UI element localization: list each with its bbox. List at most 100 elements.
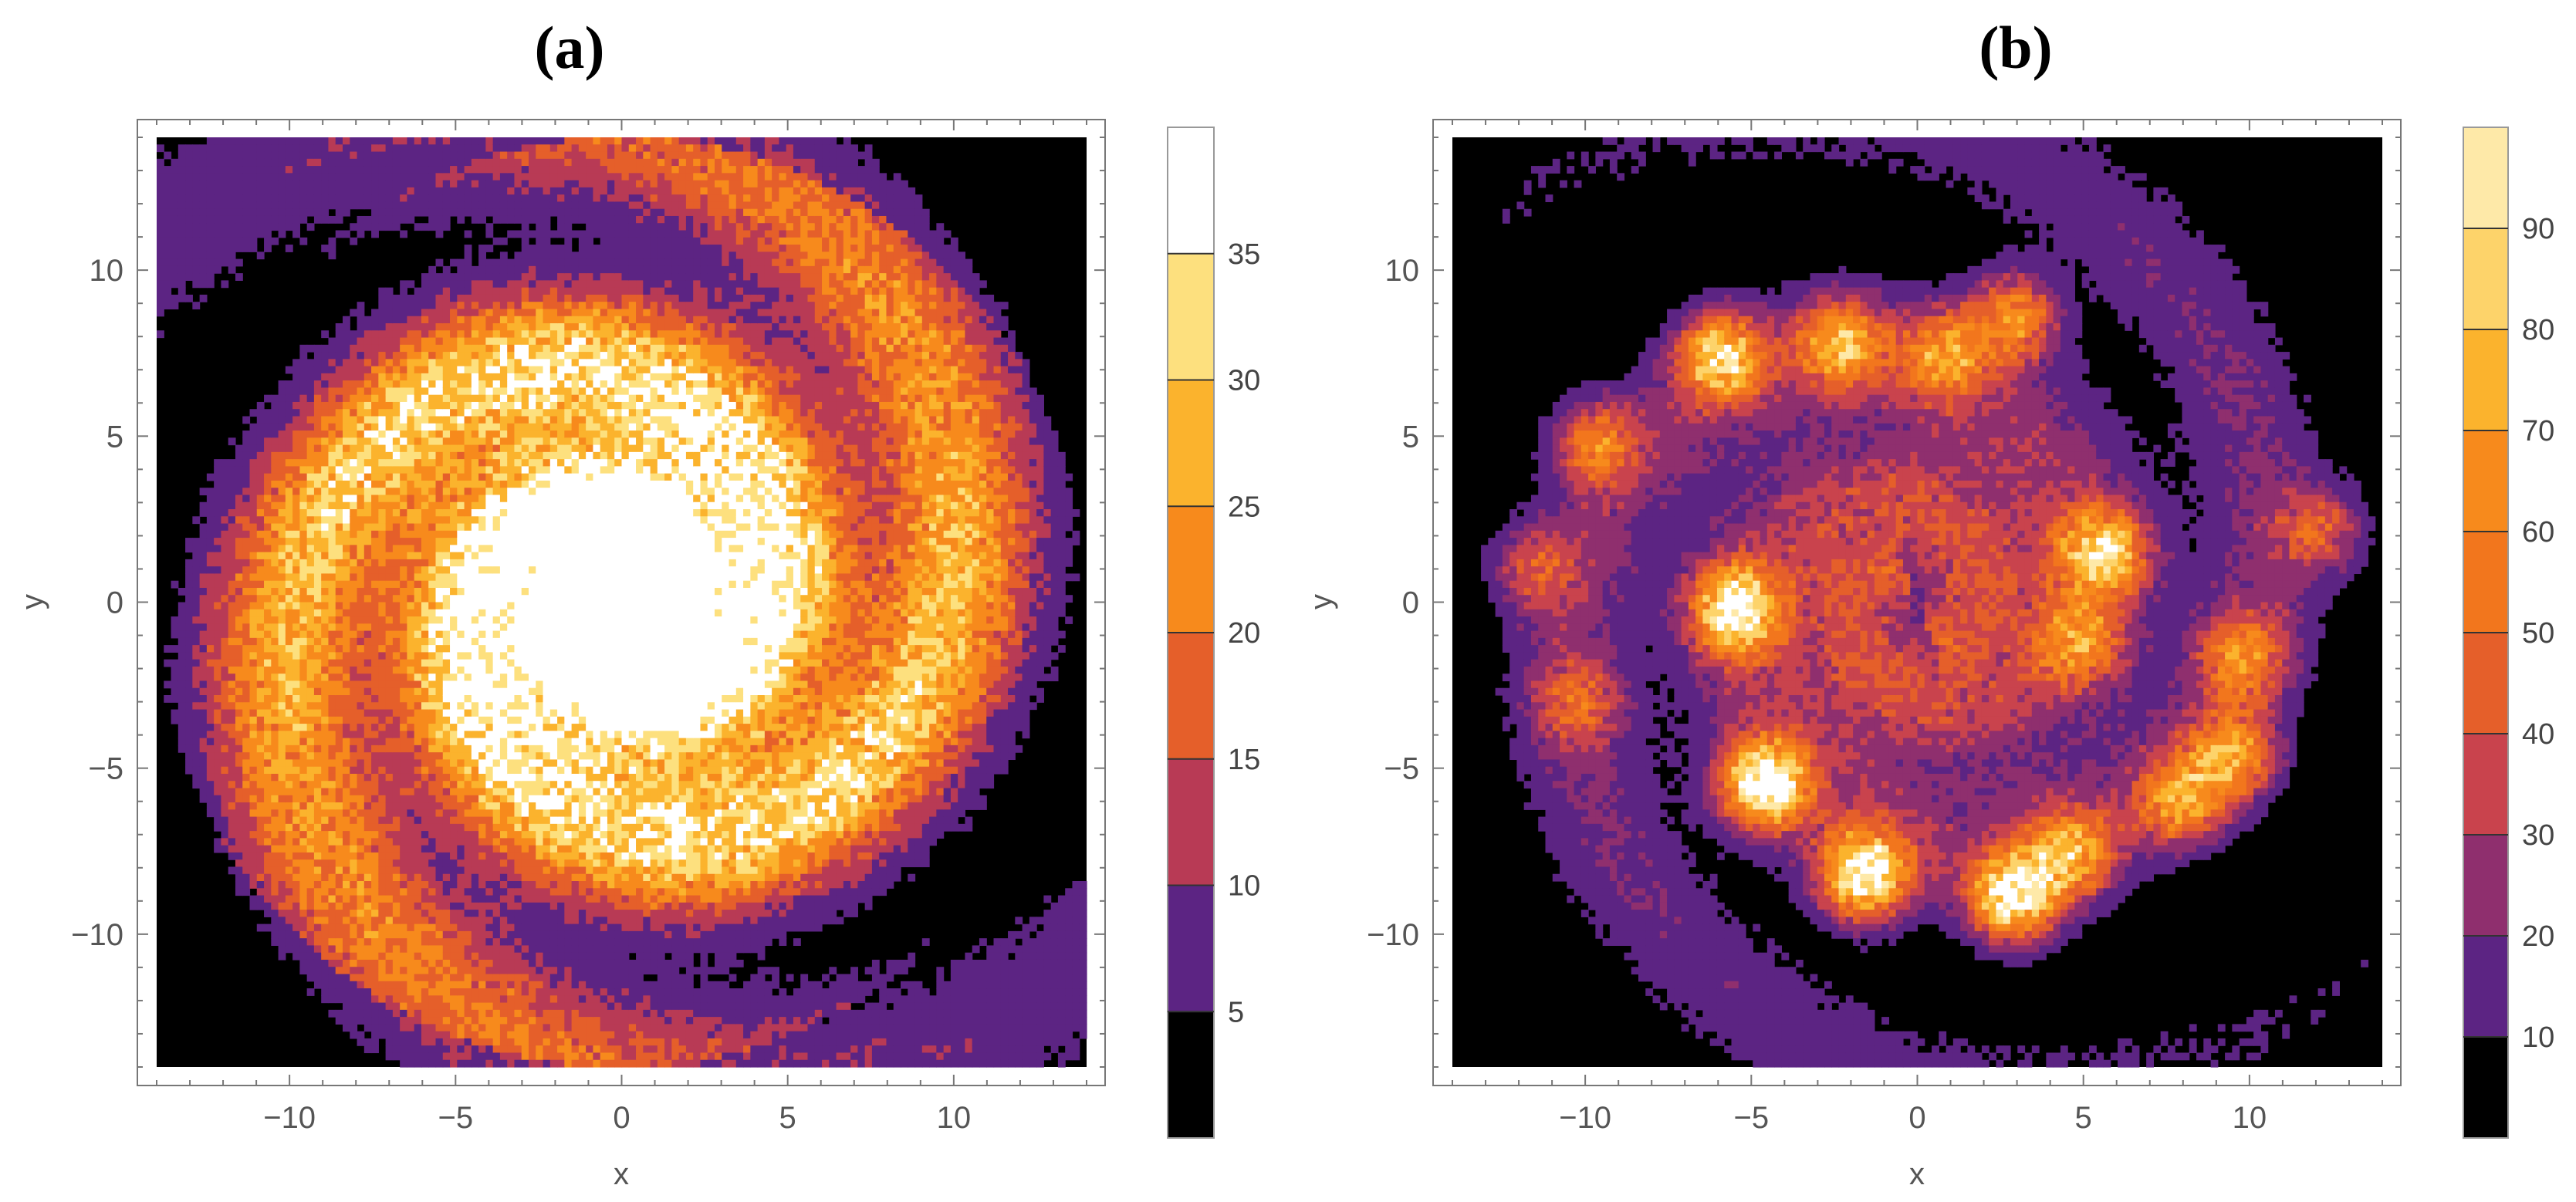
contour-cell: [464, 416, 472, 424]
contour-cell: [177, 223, 186, 231]
contour-cell: [299, 501, 308, 510]
contour-cell: [457, 530, 465, 539]
contour-cell: [392, 902, 401, 910]
contour-cell: [214, 781, 222, 789]
contour-cell: [464, 773, 472, 782]
contour-cell: [407, 838, 415, 846]
contour-cell: [363, 323, 372, 331]
contour-cell: [442, 473, 451, 481]
contour-cell: [328, 501, 336, 510]
contour-cell: [357, 187, 365, 195]
contour-cell: [249, 459, 258, 467]
contour-cell: [157, 208, 164, 217]
contour-cell: [471, 959, 479, 967]
contour-cell: [321, 974, 330, 982]
contour-cell: [507, 309, 516, 317]
contour-cell: [306, 645, 315, 653]
contour-cell: [457, 137, 465, 145]
contour-cell: [335, 873, 343, 882]
contour-cell: [442, 895, 451, 903]
contour-cell: [442, 781, 451, 789]
contour-cell: [306, 788, 315, 796]
contour-cell: [343, 795, 350, 803]
contour-cell: [192, 180, 201, 188]
contour-cell: [278, 137, 286, 145]
contour-cell: [264, 459, 272, 467]
contour-cell: [206, 166, 215, 174]
contour-cell: [313, 509, 322, 517]
contour-cell: [321, 609, 330, 617]
contour-cell: [507, 630, 516, 639]
contour-cell: [328, 523, 336, 532]
contour-cell: [292, 945, 300, 954]
contour-cell: [285, 873, 293, 882]
contour-cell: [435, 816, 444, 825]
contour-cell: [350, 995, 358, 1004]
contour-cell: [199, 680, 208, 689]
contour-cell: [492, 509, 501, 517]
contour-cell: [407, 323, 415, 331]
contour-cell: [214, 566, 222, 575]
contour-cell: [321, 809, 330, 818]
contour-cell: [249, 831, 258, 839]
contour-cell: [414, 752, 422, 761]
contour-cell: [343, 809, 350, 818]
contour-cell: [378, 294, 387, 302]
contour-cell: [400, 516, 408, 525]
contour-cell: [421, 280, 429, 289]
contour-cell: [199, 795, 208, 803]
contour-cell: [335, 1009, 343, 1018]
contour-cell: [363, 988, 372, 996]
contour-cell: [363, 1017, 372, 1025]
contour-cell: [471, 852, 479, 860]
contour-cell: [478, 652, 486, 660]
contour-cell: [450, 488, 458, 496]
contour-cell: [507, 144, 516, 153]
contour-cell: [278, 151, 286, 160]
contour-cell: [199, 623, 208, 632]
contour-cell: [378, 602, 387, 610]
contour-cell: [214, 201, 222, 210]
contour-cell: [421, 609, 429, 617]
contour-cell: [442, 616, 451, 624]
contour-cell: [343, 187, 350, 195]
contour-cell: [235, 716, 243, 724]
contour-cell: [321, 466, 330, 474]
contour-cell: [285, 166, 293, 174]
contour-cell: [285, 459, 293, 467]
contour-cell: [371, 852, 379, 860]
contour-cell: [392, 215, 401, 224]
contour-cell: [292, 695, 300, 703]
contour-cell: [363, 967, 372, 975]
contour-cell: [313, 652, 322, 660]
contour-cell: [271, 917, 279, 925]
contour-cell: [321, 151, 330, 160]
contour-cell: [177, 208, 186, 217]
contour-cell: [514, 423, 522, 431]
contour-cell: [428, 580, 437, 589]
contour-cell: [485, 659, 494, 667]
contour-cell: [363, 923, 372, 932]
contour-cell: [363, 637, 372, 646]
contour-cell: [264, 394, 272, 403]
contour-cell: [464, 337, 472, 346]
contour-cell: [499, 823, 508, 832]
contour-cell: [371, 902, 379, 910]
contour-cell: [507, 795, 516, 803]
contour-cell: [321, 759, 330, 768]
contour-cell: [249, 201, 258, 210]
contour-cell: [400, 330, 408, 339]
contour-cell: [343, 930, 350, 939]
contour-cell: [285, 366, 293, 374]
contour-cell: [343, 380, 350, 389]
contour-cell: [378, 616, 387, 624]
contour-cell: [328, 902, 336, 910]
contour-cell: [299, 137, 308, 145]
contour-cell: [285, 559, 293, 567]
contour-cell: [492, 566, 501, 575]
contour-cell: [357, 373, 365, 381]
contour-cell: [343, 995, 350, 1004]
contour-cell: [185, 294, 193, 302]
contour-cell: [343, 967, 350, 975]
contour-cell: [507, 473, 516, 481]
